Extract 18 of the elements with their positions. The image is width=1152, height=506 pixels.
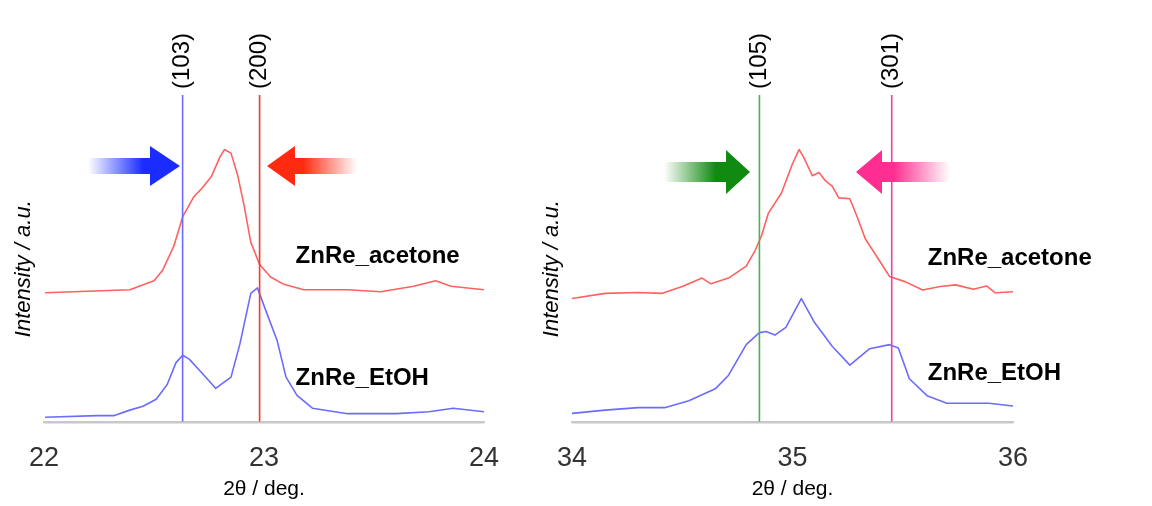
text: (105) xyxy=(744,32,772,89)
series-label: ZnRe_acetone xyxy=(927,243,1092,271)
series-label: ZnRe_EtOH xyxy=(295,363,429,391)
series-label: ZnRe_EtOH xyxy=(927,357,1062,385)
y-axis-title: Intensity / a.u. xyxy=(10,200,36,338)
text: (103) xyxy=(167,32,195,89)
y-axis-title: Intensity / a.u. xyxy=(538,200,564,338)
x-tick-label: 35 xyxy=(777,442,808,473)
x-tick-label: 23 xyxy=(248,442,280,473)
x-axis-title: 2θ / deg. xyxy=(223,476,305,500)
series-label: ZnRe_acetone xyxy=(295,241,460,269)
x-tick-label: 36 xyxy=(997,442,1029,473)
text: (200) xyxy=(244,32,272,89)
x-tick-label: 34 xyxy=(556,442,588,473)
text: (301) xyxy=(876,32,904,89)
x-axis-title: 2θ / deg. xyxy=(751,476,834,500)
x-tick-label: 24 xyxy=(468,442,500,473)
x-tick-label: 22 xyxy=(28,442,60,473)
